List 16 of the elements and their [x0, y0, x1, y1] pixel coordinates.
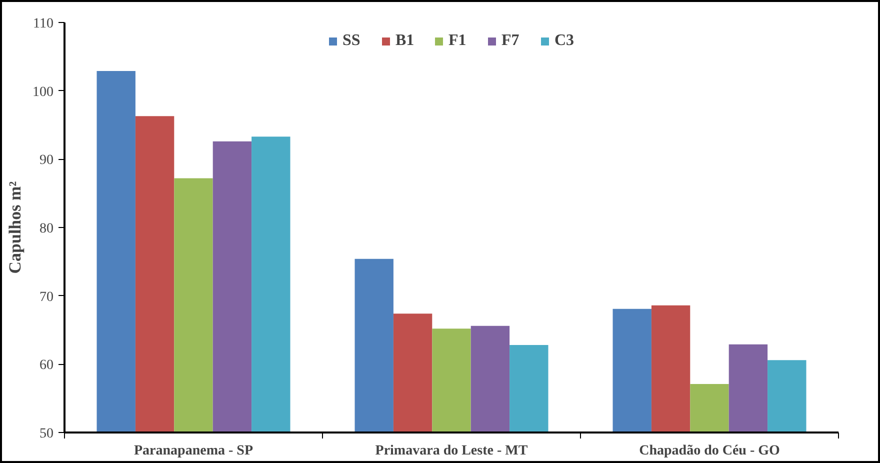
y-tick-label: 60 — [40, 358, 54, 374]
y-axis-title: Capulhos m² — [6, 181, 24, 274]
legend-label: B1 — [396, 32, 416, 50]
x-tick-label: Paranapanema - SP — [134, 444, 254, 458]
x-tick-label: Chapadão do Céu - GO — [639, 444, 780, 458]
y-tick-label: 80 — [40, 222, 54, 236]
y-tick-label: 70 — [40, 290, 54, 305]
y-tick-label: 100 — [32, 84, 54, 100]
legend-label: SS — [342, 32, 362, 50]
y-tick-label: 90 — [40, 153, 54, 168]
legend-label: C3 — [554, 32, 574, 50]
x-tick-label: Primavara do Leste - MT — [375, 444, 528, 458]
legend-label: F1 — [448, 32, 468, 50]
y-tick-label: 50 — [40, 426, 54, 442]
legend-label: F7 — [502, 32, 520, 50]
y-tick-label: 110 — [33, 16, 54, 32]
